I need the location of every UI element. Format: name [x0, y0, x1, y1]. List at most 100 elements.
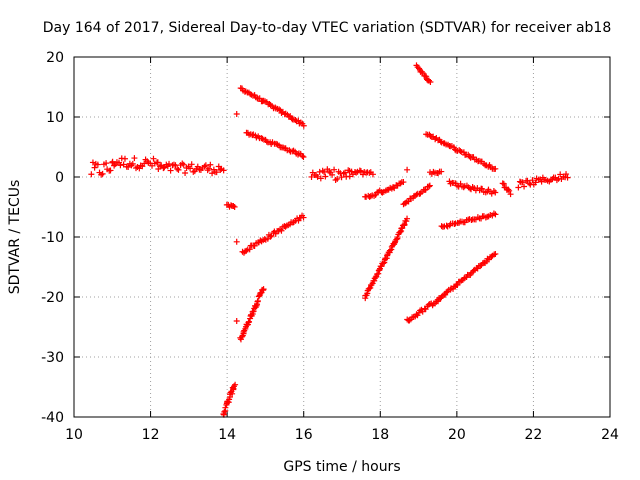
data-point — [292, 117, 299, 124]
data-point — [206, 165, 213, 172]
data-point — [404, 215, 411, 222]
data-point — [423, 73, 430, 80]
data-point — [230, 203, 237, 210]
x-tick-label: 16 — [295, 427, 313, 443]
data-point — [267, 233, 274, 240]
data-point — [172, 162, 179, 169]
data-point — [94, 161, 101, 168]
data-point — [121, 155, 128, 162]
data-point — [381, 259, 388, 266]
y-tick-label: -40 — [41, 410, 64, 426]
data-point — [519, 179, 526, 186]
x-tick-label: 12 — [142, 427, 160, 443]
data-point — [506, 187, 513, 194]
x-tick-label: 24 — [601, 427, 619, 443]
x-tick-labels: 10 12 14 16 18 20 22 24 — [65, 427, 619, 443]
data-point — [454, 282, 461, 289]
data-point — [180, 161, 187, 168]
data-point — [564, 174, 571, 181]
data-point — [479, 185, 486, 192]
data-point — [129, 160, 136, 167]
data-point — [529, 177, 536, 184]
data-point — [322, 173, 329, 180]
data-point — [154, 159, 161, 166]
data-point — [233, 111, 240, 117]
data-point — [390, 184, 397, 191]
data-point — [232, 381, 239, 388]
data-point — [99, 170, 106, 177]
plot-frame — [73, 56, 611, 418]
data-point — [500, 180, 507, 187]
x-tick-label: 18 — [371, 427, 389, 443]
data-point — [492, 165, 499, 172]
data-point — [103, 160, 110, 167]
data-point — [188, 161, 195, 168]
data-point — [207, 161, 214, 168]
data-point — [401, 221, 408, 228]
data-point — [466, 153, 473, 160]
data-point — [418, 68, 425, 75]
data-point — [294, 151, 301, 158]
x-tick-label: 14 — [218, 427, 236, 443]
data-point — [379, 189, 386, 196]
data-point — [201, 163, 208, 170]
data-point — [250, 308, 257, 315]
data-point — [131, 155, 138, 162]
data-point — [437, 138, 444, 145]
data-point — [413, 191, 420, 198]
data-point — [507, 191, 514, 198]
data-point — [492, 250, 499, 257]
x-axis-label: GPS time / hours — [283, 459, 400, 475]
data-point — [229, 390, 236, 397]
data-point — [240, 328, 247, 335]
data-point — [357, 168, 364, 175]
data-point — [220, 167, 227, 174]
x-tick-label: 10 — [65, 427, 83, 443]
data-point — [515, 184, 522, 191]
data-point — [367, 284, 374, 291]
data-point — [221, 408, 228, 415]
data-point — [107, 167, 114, 174]
x-tick-label: 20 — [448, 427, 466, 443]
data-point — [88, 171, 95, 178]
data-point — [300, 153, 307, 160]
data-point — [331, 166, 338, 173]
data-point — [166, 160, 173, 167]
data-point — [157, 163, 164, 170]
data-point — [404, 166, 411, 173]
data-point — [233, 318, 240, 324]
data-point — [394, 234, 401, 241]
data-point — [91, 164, 98, 171]
data-point — [167, 167, 174, 174]
data-point — [505, 186, 512, 193]
data-point — [231, 203, 238, 210]
data-point — [160, 165, 167, 172]
data-point — [563, 171, 570, 178]
data-point — [391, 185, 398, 192]
data-point — [239, 333, 246, 340]
data-point — [246, 246, 253, 253]
data-point — [346, 173, 353, 180]
data-point — [340, 170, 347, 177]
data-point — [222, 404, 229, 411]
data-point — [427, 79, 434, 86]
data-point — [329, 171, 336, 178]
data-point — [141, 160, 148, 167]
data-point — [557, 171, 564, 178]
data-point — [246, 318, 253, 325]
data-point — [321, 169, 328, 176]
data-point — [516, 178, 523, 185]
data-point — [317, 175, 324, 182]
data-point — [260, 286, 267, 293]
data-point — [353, 169, 360, 176]
data-point — [345, 167, 352, 174]
data-point — [174, 165, 181, 172]
data-point — [187, 165, 194, 172]
data-point — [492, 211, 499, 218]
data-point — [213, 169, 220, 176]
data-point — [402, 199, 409, 206]
data-point — [125, 164, 132, 171]
data-point — [470, 267, 477, 274]
